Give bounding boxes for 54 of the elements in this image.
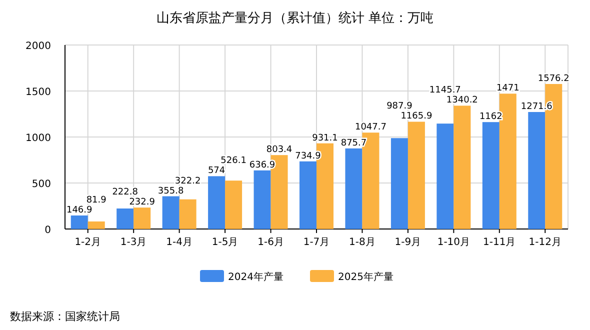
y-tick-label: 1000: [26, 133, 51, 144]
data-label: 232.9: [129, 198, 156, 208]
x-tick-label: 1-10月: [437, 237, 470, 248]
data-label: 1145.7: [429, 86, 461, 96]
data-label: 987.9: [386, 102, 413, 112]
source-note: 数据来源：国家统计局: [10, 310, 120, 323]
y-tick-label: 1500: [26, 87, 51, 98]
x-tick-label: 1-9月: [394, 237, 422, 248]
bar: [345, 148, 362, 229]
data-label: 355.8: [158, 186, 184, 196]
data-label: 146.9: [66, 205, 93, 216]
bar: [482, 122, 500, 229]
data-label: 1340.2: [446, 96, 478, 106]
data-label: 1471: [496, 84, 520, 94]
bar: [88, 221, 105, 229]
bar: [254, 170, 271, 229]
data-label: 803.4: [266, 145, 292, 156]
data-label: 931.1: [312, 133, 338, 144]
bar: [179, 199, 196, 229]
x-tick-label: 1-7月: [303, 237, 330, 248]
data-label: 1576.2: [538, 74, 570, 84]
bar: [70, 215, 88, 229]
bar: [162, 196, 180, 229]
bar: [208, 176, 226, 229]
y-tick-label: 2000: [26, 41, 51, 52]
legend-label: 2025年产量: [338, 271, 394, 283]
bar: [528, 112, 546, 229]
x-tick-label: 1-6月: [258, 237, 284, 248]
bar: [390, 138, 408, 229]
data-label: 81.9: [86, 195, 107, 206]
bar: [436, 124, 454, 229]
bar: [134, 208, 151, 229]
x-tick-label: 1-11月: [483, 237, 516, 248]
x-tick-label: 1-12月: [528, 237, 562, 248]
chart-title: 山东省原盐产量分月（累计值）统计 单位：万吨: [156, 11, 434, 26]
x-tick-label: 1-3月: [120, 237, 147, 248]
data-label: 1047.7: [354, 122, 386, 133]
x-tick-label: 1-5月: [212, 237, 238, 248]
x-tick-label: 1-4月: [166, 237, 192, 248]
data-label: 574: [208, 166, 226, 176]
legend-label: 2024年产量: [228, 271, 284, 283]
y-tick-label: 500: [32, 179, 51, 190]
bar: [454, 106, 471, 229]
data-label: 222.8: [112, 188, 138, 198]
bar: [300, 161, 316, 229]
bar: [225, 180, 242, 229]
data-label: 322.2: [174, 176, 201, 186]
x-tick-label: 1-2月: [74, 237, 102, 248]
y-tick-label: 0: [44, 225, 51, 236]
bar: [116, 208, 134, 229]
x-tick-label: 1-8月: [349, 237, 376, 248]
data-label: 1165.9: [400, 112, 432, 122]
data-label: 526.1: [220, 156, 246, 166]
bar: [408, 122, 425, 229]
